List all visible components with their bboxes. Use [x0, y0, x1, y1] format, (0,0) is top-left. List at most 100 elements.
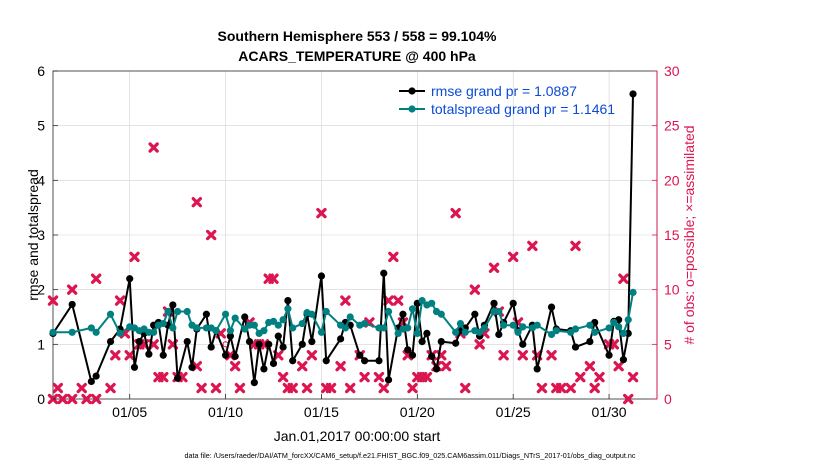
- rmse-point: [399, 310, 407, 318]
- totalspread-point: [298, 319, 306, 328]
- obs-assimilated-marker: [565, 382, 576, 394]
- totalspread-point: [174, 307, 182, 316]
- rmse-point: [207, 343, 215, 351]
- totalspread-point: [284, 305, 292, 313]
- obs-assimilated-marker: [124, 350, 135, 361]
- totalspread-point: [226, 327, 234, 335]
- totalspread-point: [456, 319, 465, 328]
- obs-assimilated-marker: [460, 382, 471, 394]
- rmse-point: [619, 356, 628, 364]
- y-tick-label: 4: [37, 172, 45, 188]
- totalspread-point: [221, 310, 230, 318]
- obs-assimilated-marker: [301, 382, 313, 394]
- axes: 01/05 01/10 01/15 01/20 01/25 01/30 0 1 2 3 4 5 6 0 5 1…: [37, 63, 680, 420]
- rmse-point: [586, 338, 594, 346]
- obs-assimilated-marker: [474, 339, 485, 350]
- y2-tick-label: 15: [664, 227, 680, 243]
- rmse-point: [322, 357, 330, 365]
- rmse-point: [87, 377, 95, 386]
- obs-assimilated-marker: [555, 382, 567, 394]
- obs-assimilated-marker: [517, 350, 528, 361]
- totalspread-point: [547, 330, 556, 339]
- obs-assimilated-marker: [488, 262, 500, 273]
- obs-assimilated-marker: [618, 273, 629, 284]
- rmse-point: [432, 365, 441, 373]
- totalspread-point: [586, 321, 594, 329]
- legend: rmse grand pr = 1.0887 totalspread grand…: [399, 83, 615, 117]
- rmse-point: [183, 338, 191, 346]
- obs-assimilated-marker: [81, 393, 92, 405]
- totalspread-point: [322, 307, 330, 316]
- x-tick-label: 01/30: [592, 404, 627, 420]
- rmse-point: [260, 365, 268, 373]
- rmse-point: [68, 300, 76, 309]
- obs-assimilated-marker: [191, 197, 203, 208]
- totalspread-point: [159, 319, 167, 328]
- obs-assimilated-marker: [392, 295, 404, 306]
- rmse-point: [495, 330, 503, 339]
- totalspread-point: [610, 318, 618, 327]
- rmse-point: [571, 343, 580, 351]
- rmse-point: [418, 338, 426, 346]
- totalspread-point: [514, 328, 522, 336]
- y-tick-label: 5: [37, 118, 45, 134]
- totalspread-point: [404, 324, 412, 332]
- rmse-point: [519, 340, 527, 348]
- totalspread-point: [150, 328, 158, 336]
- obs-assimilated-marker: [325, 382, 337, 394]
- rmse-point: [308, 338, 316, 346]
- rmse-point: [250, 379, 258, 387]
- obs-assimilated-marker: [57, 393, 68, 405]
- rmse-point: [231, 352, 239, 360]
- obs-assimilated-marker: [76, 382, 87, 394]
- rmse-point: [337, 335, 345, 343]
- obs-assimilated-marker: [229, 361, 241, 372]
- rmse-point: [241, 313, 249, 321]
- totalspread-point: [495, 307, 503, 316]
- obs-assimilated-marker: [388, 251, 399, 263]
- obs-assimilated-marker: [359, 371, 370, 383]
- totalspread-point: [49, 328, 57, 336]
- obs-assimilated-marker: [421, 371, 433, 383]
- y2-tick-label: 30: [664, 63, 680, 79]
- x-tick-label: 01/25: [496, 404, 531, 420]
- obs-assimilated-marker: [158, 371, 169, 383]
- obs-assimilated-marker: [373, 371, 385, 383]
- obs-assimilated-marker: [613, 361, 624, 372]
- rmse-point: [188, 363, 196, 371]
- rmse-point: [174, 374, 182, 382]
- totalspread-point: [317, 328, 326, 336]
- obs-assimilated-marker: [584, 361, 596, 372]
- rmse-point: [360, 357, 369, 365]
- obs-assimilated-marker: [196, 382, 207, 394]
- totalspread-point: [394, 329, 402, 337]
- totalspread-point: [164, 307, 172, 316]
- totalspread-point: [250, 321, 258, 329]
- totalspread-point: [605, 324, 613, 332]
- obs-assimilated-marker: [335, 361, 346, 372]
- obs-assimilated-marker: [345, 382, 356, 394]
- totalspread-point: [509, 321, 517, 329]
- totalspread-point: [571, 325, 580, 333]
- rmse-point: [145, 350, 153, 358]
- rmse-point: [380, 269, 388, 277]
- y-axis-label: rmse and totalspread: [25, 169, 41, 301]
- y-tick-label: 2: [37, 282, 45, 298]
- totalspread-point: [116, 329, 124, 337]
- totalspread-point: [615, 323, 623, 331]
- rmse-point: [629, 90, 637, 98]
- totalspread-point: [519, 323, 527, 331]
- rmse-point: [265, 340, 273, 348]
- obs-assimilated-marker: [105, 382, 116, 394]
- rmse-point: [605, 351, 613, 359]
- rmse-point: [384, 376, 393, 384]
- rmse-point: [437, 338, 445, 346]
- totalspread-point: [183, 307, 191, 316]
- obs-assimilated-marker: [110, 350, 121, 361]
- totalspread-point: [341, 324, 350, 332]
- obs-assimilated-marker: [47, 295, 59, 306]
- obs-assimilated-marker: [378, 382, 389, 394]
- y-tick-label: 6: [37, 63, 45, 79]
